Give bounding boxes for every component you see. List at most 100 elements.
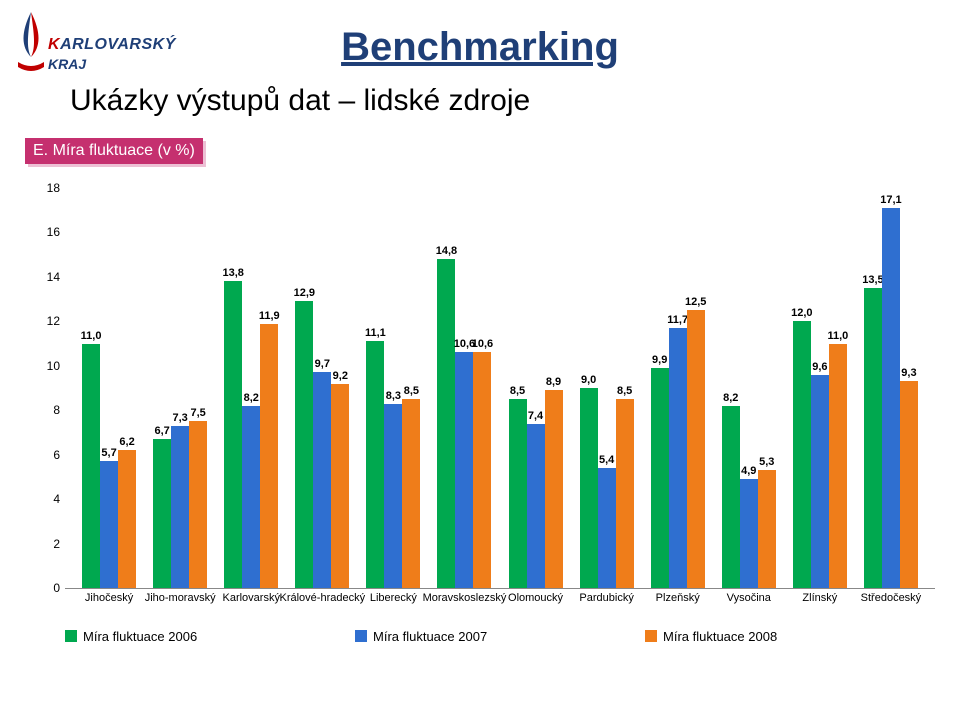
bar-value-label: 5,4 [599, 454, 614, 466]
legend-item: Míra fluktuace 2007 [355, 626, 645, 646]
x-label: Liberecký [370, 592, 417, 604]
y-tick: 2 [35, 537, 60, 551]
bar-group: 9,911,712,5Plzeňský [651, 188, 705, 588]
x-label: Plzeňský [656, 592, 700, 604]
page-title: Benchmarking [0, 25, 960, 70]
bar-value-label: 8,2 [723, 392, 738, 404]
bar: 9,6 [811, 375, 829, 588]
bar-value-label: 17,1 [880, 194, 901, 206]
bar: 9,9 [651, 368, 669, 588]
bar-group: 13,517,19,3Středočeský [864, 188, 918, 588]
bar: 12,5 [687, 310, 705, 588]
bar: 9,3 [900, 381, 918, 588]
x-label: Zlínský [802, 592, 837, 604]
bar-value-label: 5,3 [759, 456, 774, 468]
bar-group: 12,09,611,0Zlínský [793, 188, 847, 588]
x-label: Moravskoslezský [423, 592, 507, 604]
bar: 11,1 [366, 341, 384, 588]
bar: 12,0 [793, 321, 811, 588]
bar: 11,9 [260, 324, 278, 588]
bar: 13,5 [864, 288, 882, 588]
bar-value-label: 4,9 [741, 465, 756, 477]
y-tick: 6 [35, 448, 60, 462]
plot-area: 02468101214161811,05,76,2Jihočeský6,77,3… [65, 188, 935, 589]
bar-group: 13,88,211,9Karlovarský [224, 188, 278, 588]
bar-group: 9,05,48,5Pardubický [580, 188, 634, 588]
bar-value-label: 10,6 [472, 338, 493, 350]
bar-value-label: 12,5 [685, 296, 706, 308]
bar-group: 6,77,37,5Jiho-moravský [153, 188, 207, 588]
bar-value-label: 7,5 [190, 407, 205, 419]
bar: 11,0 [829, 344, 847, 588]
x-label: Jihočeský [85, 592, 133, 604]
bar: 7,5 [189, 421, 207, 588]
bar-value-label: 8,5 [510, 385, 525, 397]
bar-value-label: 9,3 [901, 367, 916, 379]
y-tick: 14 [35, 270, 60, 284]
y-tick: 8 [35, 403, 60, 417]
bar-value-label: 9,6 [812, 361, 827, 373]
bar-value-label: 6,7 [154, 425, 169, 437]
bar-value-label: 12,9 [294, 287, 315, 299]
bar: 7,3 [171, 426, 189, 588]
bar-value-label: 14,8 [436, 245, 457, 257]
chart-badge: E. Míra fluktuace (v %) [25, 138, 203, 164]
bar: 9,7 [313, 372, 331, 588]
bar-value-label: 7,3 [172, 412, 187, 424]
bar-value-label: 8,5 [617, 385, 632, 397]
bar: 11,0 [82, 344, 100, 588]
bar-value-label: 13,5 [862, 274, 883, 286]
y-tick: 18 [35, 181, 60, 195]
bar-value-label: 7,4 [528, 410, 543, 422]
y-tick: 0 [35, 581, 60, 595]
chart: 02468101214161811,05,76,2Jihočeský6,77,3… [25, 188, 935, 658]
bar: 13,8 [224, 281, 242, 588]
bar-value-label: 9,9 [652, 354, 667, 366]
x-label: Jiho-moravský [145, 592, 216, 604]
bar: 10,6 [455, 352, 473, 588]
legend-swatch [65, 630, 77, 642]
bar-value-label: 11,0 [81, 330, 102, 342]
bar: 8,2 [242, 406, 260, 588]
legend-swatch [645, 630, 657, 642]
bar: 10,6 [473, 352, 491, 588]
x-label: Králové-hradecký [280, 592, 366, 604]
y-tick: 10 [35, 359, 60, 373]
bar: 7,4 [527, 424, 545, 588]
bar-value-label: 11,9 [259, 310, 280, 322]
bar-group: 8,24,95,3Vysočina [722, 188, 776, 588]
x-label: Vysočina [727, 592, 771, 604]
bar-value-label: 9,0 [581, 374, 596, 386]
legend-swatch [355, 630, 367, 642]
x-label: Pardubický [579, 592, 633, 604]
x-label: Karlovarský [222, 592, 279, 604]
bar: 5,4 [598, 468, 616, 588]
bar: 8,2 [722, 406, 740, 588]
bar-value-label: 12,0 [791, 307, 812, 319]
legend-label: Míra fluktuace 2008 [663, 629, 777, 644]
bar-value-label: 8,2 [244, 392, 259, 404]
bar-value-label: 8,5 [404, 385, 419, 397]
bar: 8,5 [616, 399, 634, 588]
bar: 12,9 [295, 301, 313, 588]
bar: 4,9 [740, 479, 758, 588]
legend: Míra fluktuace 2006 Míra fluktuace 2007 Mí… [65, 626, 935, 646]
bar: 17,1 [882, 208, 900, 588]
x-label: Olomoucký [508, 592, 563, 604]
bar-value-label: 11,1 [365, 327, 386, 339]
bar: 8,3 [384, 404, 402, 588]
bar-group: 11,18,38,5Liberecký [366, 188, 420, 588]
bar-value-label: 11,0 [827, 330, 848, 342]
y-tick: 4 [35, 492, 60, 506]
bar: 6,7 [153, 439, 171, 588]
bar-group: 14,810,610,6Moravskoslezský [437, 188, 491, 588]
y-tick: 16 [35, 225, 60, 239]
bar-value-label: 8,9 [546, 376, 561, 388]
bar-group: 11,05,76,2Jihočeský [82, 188, 136, 588]
bar-group: 12,99,79,2Králové-hradecký [295, 188, 349, 588]
y-tick: 12 [35, 314, 60, 328]
bar-value-label: 13,8 [223, 267, 244, 279]
bar: 8,9 [545, 390, 563, 588]
legend-label: Míra fluktuace 2006 [83, 629, 197, 644]
bar: 11,7 [669, 328, 687, 588]
